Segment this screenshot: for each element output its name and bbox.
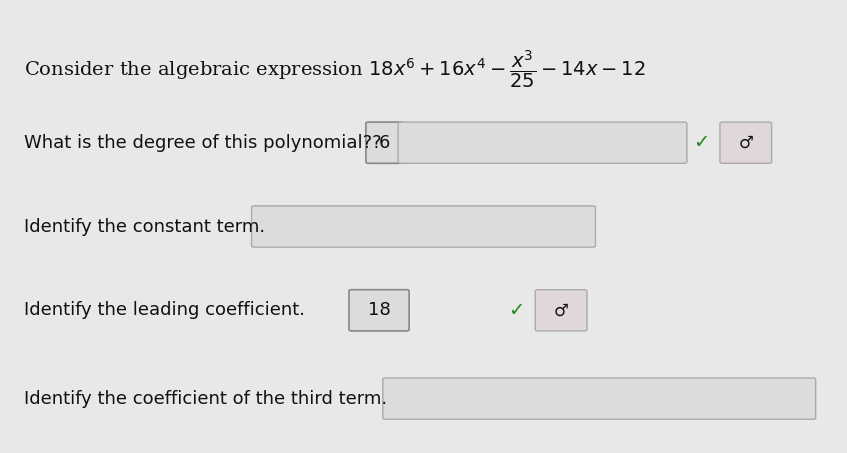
FancyBboxPatch shape <box>535 290 587 331</box>
FancyBboxPatch shape <box>349 290 409 331</box>
FancyBboxPatch shape <box>366 122 403 163</box>
Text: ♂: ♂ <box>554 301 568 319</box>
FancyBboxPatch shape <box>383 378 816 419</box>
Text: Identify the coefficient of the third term.: Identify the coefficient of the third te… <box>24 390 387 408</box>
Text: ✓: ✓ <box>508 301 525 320</box>
Text: What is the degree of this polynomial??: What is the degree of this polynomial?? <box>24 134 381 152</box>
FancyBboxPatch shape <box>398 122 687 163</box>
FancyBboxPatch shape <box>252 206 595 247</box>
Text: Identify the leading coefficient.: Identify the leading coefficient. <box>24 301 305 319</box>
Text: 6: 6 <box>379 134 390 152</box>
Text: ✓: ✓ <box>693 133 710 152</box>
Text: ♂: ♂ <box>739 134 753 152</box>
Text: Identify the constant term.: Identify the constant term. <box>24 217 265 236</box>
Text: 18: 18 <box>368 301 390 319</box>
FancyBboxPatch shape <box>720 122 772 163</box>
Text: Consider the algebraic expression $18x^6 + 16x^4 - \dfrac{x^3}{25} - 14x - 12$: Consider the algebraic expression $18x^6… <box>24 48 645 90</box>
